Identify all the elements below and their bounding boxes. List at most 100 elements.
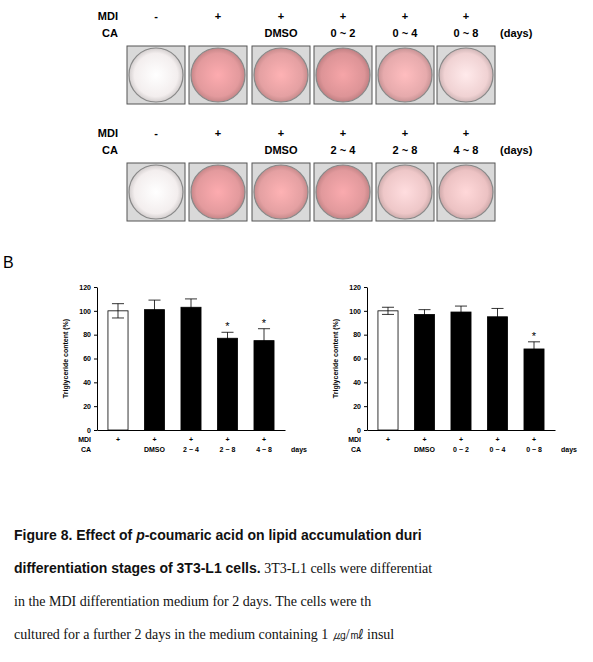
category-label: 2 ~ 8 bbox=[220, 446, 236, 453]
caption-line: Figure 8. Effect of p-coumaric acid on l… bbox=[14, 527, 422, 543]
significance: * bbox=[532, 330, 537, 342]
well bbox=[254, 48, 308, 102]
bar bbox=[451, 312, 471, 430]
tick: 80 bbox=[83, 331, 97, 338]
ca-label: DMSO bbox=[265, 144, 298, 156]
tick-label: 20 bbox=[83, 403, 91, 410]
mdi-label: + bbox=[459, 436, 463, 443]
bar-chart: * * 0 20 40 60 80 100 120 Triglyceride content (%… bbox=[62, 284, 307, 454]
row-label: MDI bbox=[78, 436, 91, 443]
well bbox=[439, 48, 493, 102]
bar bbox=[254, 341, 274, 430]
tick-mark bbox=[94, 287, 97, 288]
caption-text: -coumaric acid on lipid accumulation dur… bbox=[145, 527, 422, 543]
caption-line: cultured for a further 2 days in the med… bbox=[14, 627, 394, 642]
category-label: 0 ~ 2 bbox=[453, 446, 469, 453]
tick: 40 bbox=[353, 379, 367, 386]
mdi-label: + bbox=[215, 127, 221, 139]
bar bbox=[144, 310, 164, 430]
tick: 20 bbox=[83, 403, 97, 410]
caption: Figure 8. Effect of p-coumaric acid on l… bbox=[14, 527, 432, 642]
unit-label: (days) bbox=[500, 144, 533, 156]
ca-label: DMSO bbox=[265, 27, 298, 39]
error-bar bbox=[528, 342, 540, 356]
mdi-label: + bbox=[340, 10, 346, 22]
caption-text: cultured for a further 2 days in the med… bbox=[14, 627, 394, 642]
caption-text: in the MDI differentiation medium for 2 … bbox=[14, 594, 371, 609]
significance: * bbox=[225, 320, 230, 332]
bar bbox=[378, 311, 398, 430]
mdi-label: + bbox=[402, 10, 408, 22]
well bbox=[316, 165, 370, 219]
tick-mark bbox=[94, 430, 97, 431]
tick-mark bbox=[94, 382, 97, 383]
ca-label: 0 ~ 8 bbox=[454, 27, 479, 39]
mdi-label: + bbox=[116, 436, 120, 443]
category-label: 2 ~ 4 bbox=[183, 446, 199, 453]
significance: * bbox=[262, 317, 267, 329]
error-bar bbox=[418, 310, 430, 320]
ca-label: 2 ~ 8 bbox=[393, 144, 418, 156]
caption-line: in the MDI differentiation medium for 2 … bbox=[14, 594, 371, 609]
tick-label: 0 bbox=[357, 427, 361, 434]
tick-label: 80 bbox=[83, 331, 91, 338]
well-frame bbox=[127, 163, 185, 221]
well-frame bbox=[437, 46, 495, 104]
plot-area bbox=[108, 299, 274, 430]
tick: 120 bbox=[349, 284, 367, 291]
tick: 60 bbox=[83, 355, 97, 362]
mdi-label: + bbox=[532, 436, 536, 443]
well-frame bbox=[376, 46, 434, 104]
x-axis bbox=[98, 430, 286, 431]
axis-title: Triglyceride content (%) bbox=[62, 319, 70, 398]
bar bbox=[108, 311, 128, 430]
tick-mark bbox=[364, 406, 367, 407]
well-frame bbox=[189, 46, 247, 104]
tick: 0 bbox=[87, 427, 97, 434]
tick-mark bbox=[364, 335, 367, 336]
y-axis: 0 20 40 60 80 100 120 bbox=[79, 284, 97, 434]
bar bbox=[414, 314, 434, 430]
tick: 120 bbox=[79, 284, 97, 291]
tick: 100 bbox=[349, 308, 367, 315]
well-group: MDICA-+++++DMSO0 ~ 20 ~ 40 ~ 8(days) bbox=[98, 10, 533, 104]
category-label: DMSO bbox=[414, 446, 436, 453]
bar-chart: *020406080100120Triglyceride content (%)… bbox=[332, 284, 577, 454]
y-axis: 020406080100120 bbox=[349, 284, 367, 434]
tick-mark bbox=[94, 359, 97, 360]
well-frame bbox=[376, 163, 434, 221]
error-bar bbox=[221, 332, 233, 344]
tick-mark bbox=[94, 406, 97, 407]
tick-mark bbox=[364, 359, 367, 360]
well-frame bbox=[314, 163, 372, 221]
axis-line bbox=[367, 288, 368, 431]
tick-label: 80 bbox=[353, 331, 361, 338]
error-bar bbox=[148, 300, 160, 319]
tick-label: 40 bbox=[83, 379, 91, 386]
tick-label: 60 bbox=[83, 355, 91, 362]
well bbox=[191, 48, 245, 102]
tick-label: 20 bbox=[353, 403, 361, 410]
tick-mark bbox=[364, 430, 367, 431]
tick: 0 bbox=[357, 427, 367, 434]
bar bbox=[217, 338, 237, 430]
tick-mark bbox=[364, 287, 367, 288]
tick: 100 bbox=[79, 308, 97, 315]
well-frame bbox=[252, 163, 310, 221]
bar bbox=[487, 317, 507, 430]
panel-label: B bbox=[3, 254, 14, 271]
well bbox=[378, 165, 432, 219]
tick-label: 100 bbox=[349, 308, 361, 315]
tick-label: 100 bbox=[79, 308, 91, 315]
mdi-label: + bbox=[278, 10, 284, 22]
well-frame bbox=[127, 46, 185, 104]
axis-line bbox=[97, 288, 98, 431]
axis-title: Triglyceride content (%) bbox=[332, 319, 340, 398]
mdi-label: + bbox=[152, 436, 156, 443]
ca-label: 2 ~ 4 bbox=[331, 144, 357, 156]
caption-text: Figure 8. Effect of bbox=[14, 527, 136, 543]
error-bar bbox=[382, 307, 394, 314]
x-axis bbox=[368, 430, 556, 431]
category-label: 0 ~ 8 bbox=[526, 446, 542, 453]
mdi-label: + bbox=[189, 436, 193, 443]
